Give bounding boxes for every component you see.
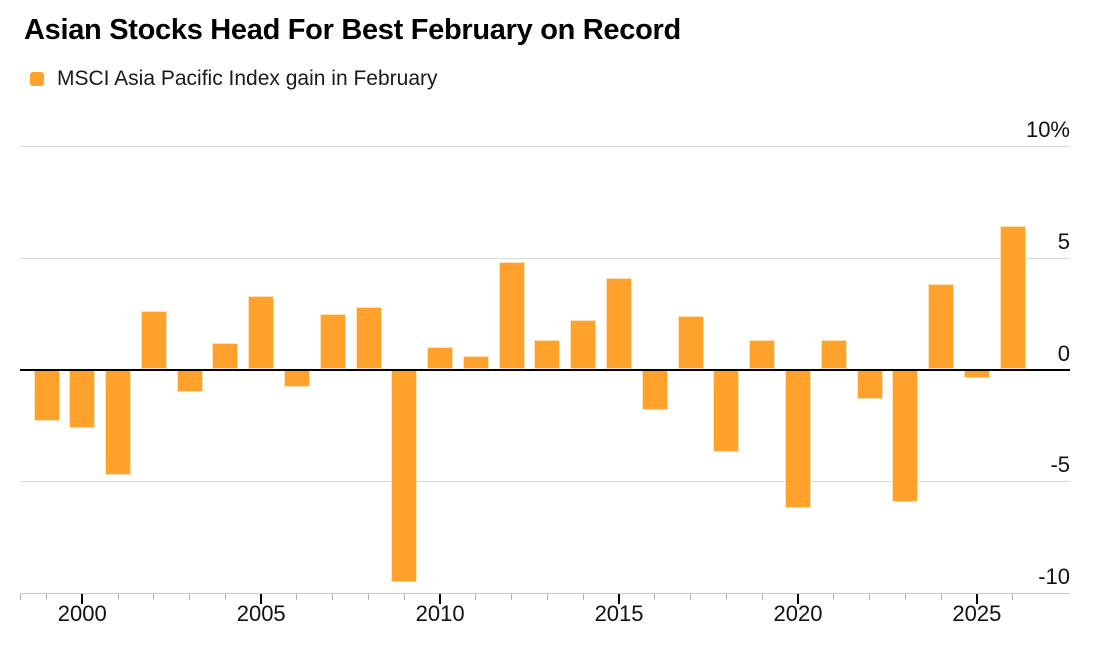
gridline--5 <box>20 481 1070 483</box>
x-tick-2026 <box>1012 594 1014 600</box>
x-tick-2019 <box>761 594 763 600</box>
y-label--10: -10 <box>1038 564 1070 590</box>
bar-2026 <box>999 226 1026 370</box>
bar-2014 <box>570 320 597 370</box>
x-tick-2004 <box>224 594 226 600</box>
x-tick-2010 <box>439 594 442 604</box>
bar-2002 <box>140 311 167 370</box>
x-tick-2023 <box>904 594 906 600</box>
bar-2016 <box>641 369 668 410</box>
legend: MSCI Asia Pacific Index gain in February <box>30 67 438 91</box>
bar-2004 <box>212 342 239 370</box>
x-tick-edge <box>20 594 21 600</box>
x-tick-2006 <box>296 594 298 600</box>
bar-2005 <box>248 295 275 370</box>
legend-label: MSCI Asia Pacific Index gain in February <box>57 67 438 90</box>
y-label-10: 10% <box>1025 116 1070 142</box>
x-tick-2017 <box>690 594 692 600</box>
x-tick-2020 <box>796 594 799 604</box>
bar-2023 <box>892 369 919 502</box>
x-tick-2025 <box>975 594 978 604</box>
x-tick-2024 <box>940 594 942 600</box>
bar-2018 <box>713 369 740 453</box>
bar-2003 <box>176 369 203 392</box>
bar-2022 <box>856 369 883 399</box>
gridline-10 <box>20 145 1070 147</box>
x-label-2025: 2025 <box>952 601 1002 626</box>
zero-line <box>20 368 1070 371</box>
bar-2013 <box>534 340 561 370</box>
x-tick-2001 <box>117 594 119 600</box>
x-label-2015: 2015 <box>594 601 644 626</box>
bar-2019 <box>749 340 776 370</box>
x-tick-2003 <box>189 594 191 600</box>
bar-2010 <box>427 347 454 370</box>
bar-1999 <box>33 369 60 421</box>
x-axis-line <box>20 593 1070 595</box>
x-tick-2021 <box>833 594 835 600</box>
bar-2025 <box>963 369 990 379</box>
y-label-5: 5 <box>1057 228 1070 254</box>
bar-2006 <box>283 369 310 388</box>
x-tick-2022 <box>869 594 871 600</box>
legend-swatch-icon <box>30 72 44 86</box>
x-tick-2012 <box>511 594 513 600</box>
x-tick-2007 <box>332 594 334 600</box>
gridline-5 <box>20 257 1070 259</box>
bar-2011 <box>462 356 489 370</box>
x-label-2020: 2020 <box>773 601 823 626</box>
x-tick-2011 <box>475 594 477 600</box>
bar-2000 <box>69 369 96 428</box>
bar-2009 <box>391 369 418 583</box>
x-tick-2018 <box>725 594 727 600</box>
y-label-0: 0 <box>1057 340 1070 366</box>
x-tick-2002 <box>153 594 155 600</box>
x-tick-2015 <box>618 594 621 604</box>
bar-2012 <box>498 262 525 370</box>
x-label-2005: 2005 <box>236 601 286 626</box>
x-tick-2013 <box>546 594 548 600</box>
x-label-2000: 2000 <box>57 601 107 626</box>
bar-2007 <box>319 313 346 370</box>
x-label-2010: 2010 <box>415 601 465 626</box>
chart-title: Asian Stocks Head For Best February on R… <box>24 14 681 46</box>
bar-2021 <box>820 340 847 370</box>
x-tick-2005 <box>260 594 263 604</box>
bar-2024 <box>928 284 955 370</box>
x-tick-2008 <box>368 594 370 600</box>
bar-2001 <box>105 369 132 475</box>
y-label--5: -5 <box>1050 452 1070 478</box>
x-tick-2014 <box>582 594 584 600</box>
x-tick-2009 <box>403 594 405 600</box>
bar-2015 <box>606 277 633 370</box>
x-tick-2000 <box>81 594 84 604</box>
bar-2008 <box>355 306 382 370</box>
x-tick-1999 <box>46 594 47 600</box>
bar-2020 <box>784 369 811 509</box>
x-tick-2016 <box>654 594 656 600</box>
bar-2017 <box>677 315 704 370</box>
